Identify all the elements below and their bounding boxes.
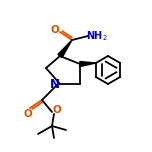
Polygon shape [58, 40, 72, 58]
Text: O: O [24, 109, 32, 119]
Text: O: O [53, 105, 61, 115]
Text: NH$_2$: NH$_2$ [86, 29, 108, 43]
Text: O: O [51, 25, 59, 35]
Polygon shape [80, 62, 96, 66]
Text: N: N [50, 78, 60, 90]
